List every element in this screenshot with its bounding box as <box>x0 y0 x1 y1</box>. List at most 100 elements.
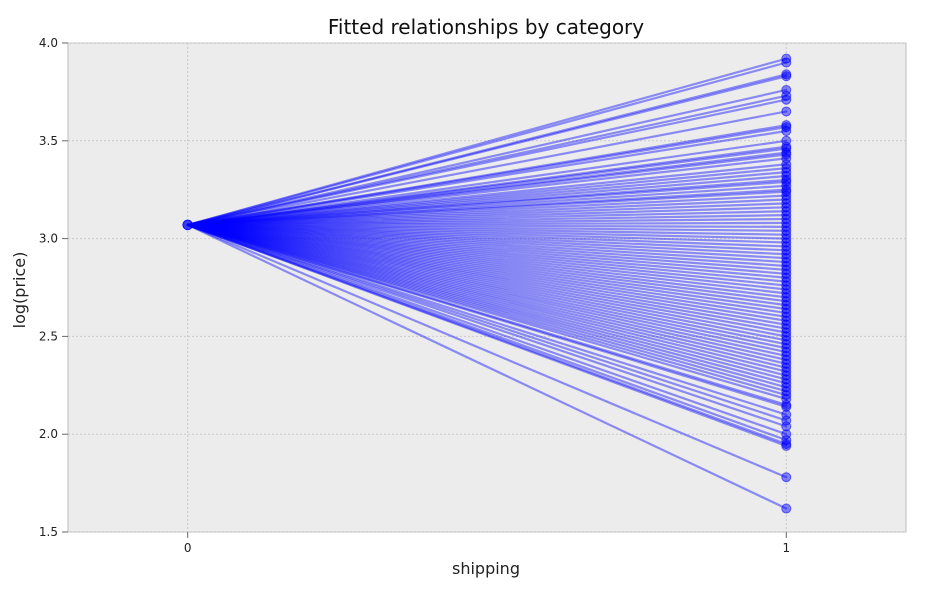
series-end-point <box>781 350 792 361</box>
series-line <box>186 223 788 264</box>
series-line <box>186 151 788 227</box>
series-line <box>186 223 788 446</box>
series-line <box>186 217 788 227</box>
y-tick-label: 2.0 <box>39 427 58 441</box>
series-end-point <box>781 71 792 82</box>
series-line <box>186 223 788 346</box>
series-line <box>186 190 788 227</box>
series-end-point <box>781 307 792 318</box>
series-end-point <box>781 386 792 397</box>
series-end-point <box>781 358 792 369</box>
series-line <box>186 129 788 227</box>
series-end-point <box>781 311 792 322</box>
series-end-point <box>781 264 792 275</box>
series-line <box>186 184 788 227</box>
series-line <box>186 223 788 232</box>
series-end-point <box>781 233 792 244</box>
series-line <box>186 223 788 406</box>
series-line <box>186 223 788 373</box>
series-line <box>186 194 788 227</box>
series-line <box>186 223 788 338</box>
series-line <box>186 223 788 422</box>
series-line <box>186 223 788 279</box>
series-end-point <box>781 202 792 213</box>
series-end-point <box>781 94 792 105</box>
series-end-point <box>781 229 792 240</box>
series-line <box>186 198 788 227</box>
series-line <box>186 223 788 334</box>
series-line <box>186 223 788 377</box>
series-line <box>186 57 788 227</box>
series-line <box>186 174 788 227</box>
series-end-point <box>781 159 792 170</box>
series-line <box>186 223 788 448</box>
series-end-point <box>781 370 792 381</box>
series-end-point <box>781 280 792 291</box>
series-line <box>186 223 788 397</box>
series-line <box>186 139 788 227</box>
series-line <box>186 110 788 227</box>
series-end-point <box>781 300 792 311</box>
series-end-point <box>781 167 792 178</box>
series-line <box>186 73 788 227</box>
series-end-point <box>781 304 792 315</box>
series-line <box>186 223 788 248</box>
series-end-point <box>781 214 792 225</box>
series-line <box>186 223 788 295</box>
series-end-point <box>781 354 792 365</box>
y-tick-label: 3.5 <box>39 134 58 148</box>
series-end-point <box>781 347 792 358</box>
series-end-point <box>781 106 792 117</box>
series-line <box>186 223 788 436</box>
x-tick-label: 1 <box>782 541 790 555</box>
series-end-point <box>781 210 792 221</box>
series-line <box>186 223 788 326</box>
series-end-point <box>781 366 792 377</box>
series-line <box>186 223 788 428</box>
series-line <box>186 223 788 393</box>
y-axis-label: log(price) <box>10 252 29 329</box>
series-line <box>186 223 788 311</box>
series-line <box>186 223 788 358</box>
series-line <box>186 163 788 227</box>
series-end-point <box>781 268 792 279</box>
series-end-point <box>781 284 792 295</box>
series-line <box>186 223 788 268</box>
series-line <box>186 223 788 330</box>
series-line <box>186 223 788 252</box>
series-line <box>186 167 788 227</box>
series-line <box>186 223 788 260</box>
series-line <box>186 223 788 256</box>
series-line <box>186 202 788 227</box>
series-line <box>186 223 788 354</box>
series-end-point <box>781 374 792 385</box>
x-axis-label: shipping <box>452 559 520 578</box>
y-tick-label: 1.5 <box>39 525 58 539</box>
series-line <box>186 210 788 227</box>
series-line <box>186 223 788 307</box>
series-line <box>186 94 788 227</box>
series-end-point <box>781 319 792 330</box>
y-tick-label: 4.0 <box>39 36 58 50</box>
series-line <box>186 75 788 227</box>
series-end-point <box>781 390 792 401</box>
series-line <box>186 223 788 244</box>
series-end-point <box>781 440 792 451</box>
series-end-point <box>781 257 792 268</box>
series-line <box>186 223 788 369</box>
series-line <box>186 223 788 287</box>
series-line <box>186 124 788 227</box>
series-line <box>186 223 788 283</box>
series-line <box>186 223 788 365</box>
series-line <box>186 223 788 401</box>
series-end-point <box>781 362 792 373</box>
series-end-point <box>781 237 792 248</box>
series-end-point <box>781 53 792 64</box>
series-line <box>186 157 788 227</box>
series-end-point <box>781 225 792 236</box>
series-end-point <box>781 315 792 326</box>
series-line <box>186 145 788 227</box>
series-end-point <box>781 249 792 260</box>
series-line <box>186 178 788 227</box>
